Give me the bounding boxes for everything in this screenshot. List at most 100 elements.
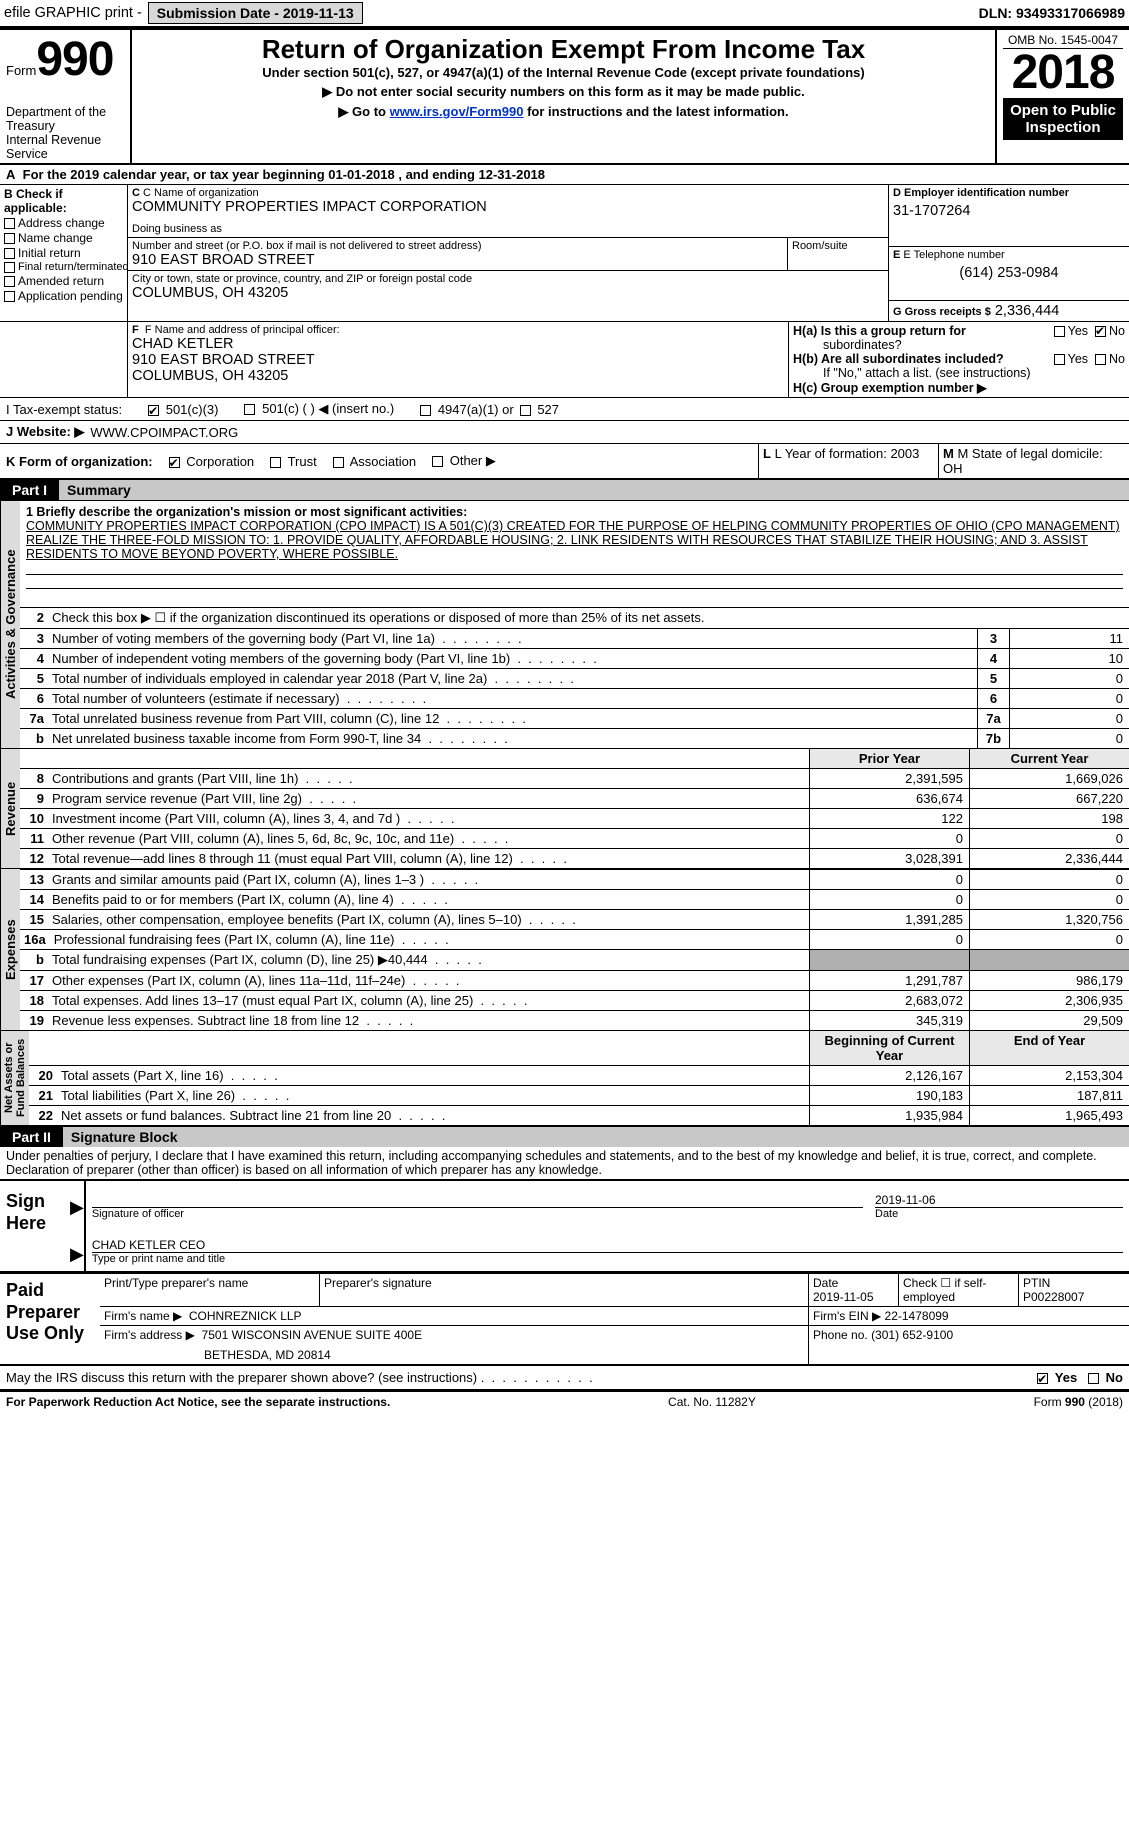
line-a-text: For the 2019 calendar year, or tax year … — [23, 167, 545, 182]
submission-date-button[interactable]: Submission Date - 2019-11-13 — [148, 2, 363, 24]
paid-preparer-label: Paid Preparer Use Only — [0, 1274, 100, 1364]
row-k-label: K Form of organization: — [6, 454, 153, 469]
expenses-section: Expenses 13Grants and similar amounts pa… — [0, 868, 1129, 1030]
dept-treasury: Department of the Treasury — [6, 105, 124, 133]
vlabel-governance: Activities & Governance — [0, 501, 20, 748]
current-year-hdr: Current Year — [969, 749, 1129, 768]
prep-name-hdr: Print/Type preparer's name — [100, 1274, 320, 1306]
activities-governance-section: Activities & Governance 1 Briefly descri… — [0, 500, 1129, 748]
tax-year: 2018 — [1003, 49, 1123, 97]
city-value: COLUMBUS, OH 43205 — [132, 285, 884, 301]
box-f: F F Name and address of principal office… — [128, 322, 789, 397]
prior-year-hdr: Prior Year — [809, 749, 969, 768]
line-17: 17Other expenses (Part IX, column (A), l… — [20, 970, 1129, 990]
row-klm: K Form of organization: Corporation Trus… — [0, 444, 1129, 480]
part-2-header: Part II Signature Block — [0, 1127, 1129, 1147]
note2-post: for instructions and the latest informat… — [523, 104, 788, 119]
officer-sig-caption: Signature of officer — [92, 1208, 863, 1220]
part-2-tab: Part II — [0, 1127, 63, 1147]
top-bar: efile GRAPHIC print - Submission Date - … — [0, 0, 1129, 28]
city-label: City or town, state or province, country… — [132, 273, 884, 285]
chk-other[interactable]: Other ▶ — [432, 453, 496, 469]
efile-label: efile GRAPHIC print - — [4, 5, 142, 21]
box-f-label: F F Name and address of principal office… — [132, 324, 784, 336]
note2-pre: ▶ Go to — [338, 104, 389, 119]
row-i: I Tax-exempt status: 501(c)(3) 501(c) ( … — [0, 398, 1129, 421]
row-l: L L Year of formation: 2003 — [759, 444, 939, 478]
revenue-section: Revenue Prior Year Current Year 8Contrib… — [0, 748, 1129, 868]
phone-value: (614) 253-0984 — [893, 265, 1125, 281]
line-16a: 16aProfessional fundraising fees (Part I… — [20, 929, 1129, 949]
discuss-yesno[interactable]: Yes No — [1037, 1370, 1123, 1385]
line-2: 2 Check this box ▶ ☐ if the organization… — [20, 608, 1129, 628]
line-13: 13Grants and similar amounts paid (Part … — [20, 869, 1129, 889]
chk-assoc[interactable]: Association — [333, 454, 416, 469]
line-9: 9Program service revenue (Part VIII, lin… — [20, 788, 1129, 808]
summary-line-6: 6Total number of volunteers (estimate if… — [20, 688, 1129, 708]
chk-corp[interactable]: Corporation — [169, 454, 255, 469]
sig-date-line: 2019-11-06 — [875, 1181, 1123, 1208]
irs-link[interactable]: www.irs.gov/Form990 — [390, 104, 524, 119]
chk-initial-return[interactable]: Initial return — [4, 246, 123, 260]
dba-label: Doing business as — [132, 223, 884, 235]
sign-here-label: Sign Here — [0, 1181, 70, 1271]
chk-501c[interactable]: 501(c) ( ) ◀ (insert no.) — [244, 401, 394, 417]
firm-phone-cell: Phone no. (301) 652-9100 — [809, 1326, 1129, 1364]
chk-final-return[interactable]: Final return/terminated — [4, 261, 123, 273]
prep-sig-hdr: Preparer's signature — [320, 1274, 809, 1306]
part-2-title: Signature Block — [63, 1127, 1129, 1147]
line-8: 8Contributions and grants (Part VIII, li… — [20, 768, 1129, 788]
line-a-tax-year: A For the 2019 calendar year, or tax yea… — [0, 165, 1129, 185]
fh-block: F F Name and address of principal office… — [0, 322, 1129, 398]
vlabel-netassets: Net Assets or Fund Balances — [0, 1031, 29, 1125]
box-b: B Check if applicable: Address change Na… — [0, 185, 128, 321]
chk-amended-return[interactable]: Amended return — [4, 274, 123, 288]
open-public-2: Inspection — [1025, 119, 1100, 136]
dept-irs: Internal Revenue Service — [6, 133, 124, 161]
chk-527[interactable]: 527 — [520, 402, 559, 417]
street-value: 910 EAST BROAD STREET — [132, 252, 783, 268]
form-number: Form 990 — [6, 32, 124, 87]
chk-address-change[interactable]: Address change — [4, 216, 123, 230]
chk-trust[interactable]: Trust — [270, 454, 317, 469]
line-19: 19Revenue less expenses. Subtract line 1… — [20, 1010, 1129, 1030]
chk-501c3[interactable]: 501(c)(3) — [148, 402, 218, 417]
prep-date-cell: Date 2019-11-05 — [809, 1274, 899, 1306]
mission-text: COMMUNITY PROPERTIES IMPACT CORPORATION … — [26, 519, 1123, 561]
chk-4947[interactable]: 4947(a)(1) or — [420, 402, 514, 417]
hb-note: If "No," attach a list. (see instruction… — [793, 366, 1125, 380]
form-subtitle: Under section 501(c), 527, or 4947(a)(1)… — [138, 65, 989, 80]
summary-line-5: 5Total number of individuals employed in… — [20, 668, 1129, 688]
name-title-line: CHAD KETLER CEO — [92, 1226, 1123, 1253]
hb-yesno[interactable]: Yes No — [1054, 352, 1125, 366]
netassets-section: Net Assets or Fund Balances Beginning of… — [0, 1030, 1129, 1127]
box-deg: D Employer identification number 31-1707… — [889, 185, 1129, 321]
part-1-tab: Part I — [0, 480, 59, 500]
open-public-badge: Open to Public Inspection — [1003, 98, 1123, 140]
form-note-link: ▶ Go to www.irs.gov/Form990 for instruct… — [138, 104, 989, 120]
discuss-line: May the IRS discuss this return with the… — [0, 1366, 1129, 1391]
org-name: COMMUNITY PROPERTIES IMPACT CORPORATION — [132, 199, 884, 215]
row-k: K Form of organization: Corporation Trus… — [0, 444, 759, 478]
firm-ein-cell: Firm's EIN ▶ 22-1478099 — [809, 1307, 1129, 1325]
netassets-col-header: Beginning of Current Year End of Year — [29, 1031, 1129, 1065]
paid-preparer-section: Paid Preparer Use Only Print/Type prepar… — [0, 1272, 1129, 1366]
chk-name-change[interactable]: Name change — [4, 231, 123, 245]
prep-selfemp-cell[interactable]: Check ☐ if self-employed — [899, 1274, 1019, 1306]
ha-yesno[interactable]: Yes No — [1054, 324, 1125, 338]
box-c: C C Name of organization COMMUNITY PROPE… — [128, 185, 889, 321]
hb-line: H(b) Are all subordinates included? Yes … — [793, 352, 1125, 366]
line-18: 18Total expenses. Add lines 13–17 (must … — [20, 990, 1129, 1010]
form-title: Return of Organization Exempt From Incom… — [138, 34, 989, 65]
officer-city: COLUMBUS, OH 43205 — [132, 368, 784, 384]
footer-mid: Cat. No. 11282Y — [668, 1395, 756, 1409]
box-e-label: E E Telephone number — [893, 249, 1125, 261]
officer-signature-line[interactable] — [92, 1181, 863, 1208]
line-11: 11Other revenue (Part VIII, column (A), … — [20, 828, 1129, 848]
summary-line-7b: bNet unrelated business taxable income f… — [20, 728, 1129, 748]
prep-ptin-cell: PTIN P00228007 — [1019, 1274, 1129, 1306]
row-j: J Website: ▶ WWW.CPOIMPACT.ORG — [0, 421, 1129, 444]
name-title-caption: Type or print name and title — [92, 1253, 1123, 1265]
box-g-label: G Gross receipts $ — [893, 306, 991, 318]
chk-application-pending[interactable]: Application pending — [4, 289, 123, 303]
